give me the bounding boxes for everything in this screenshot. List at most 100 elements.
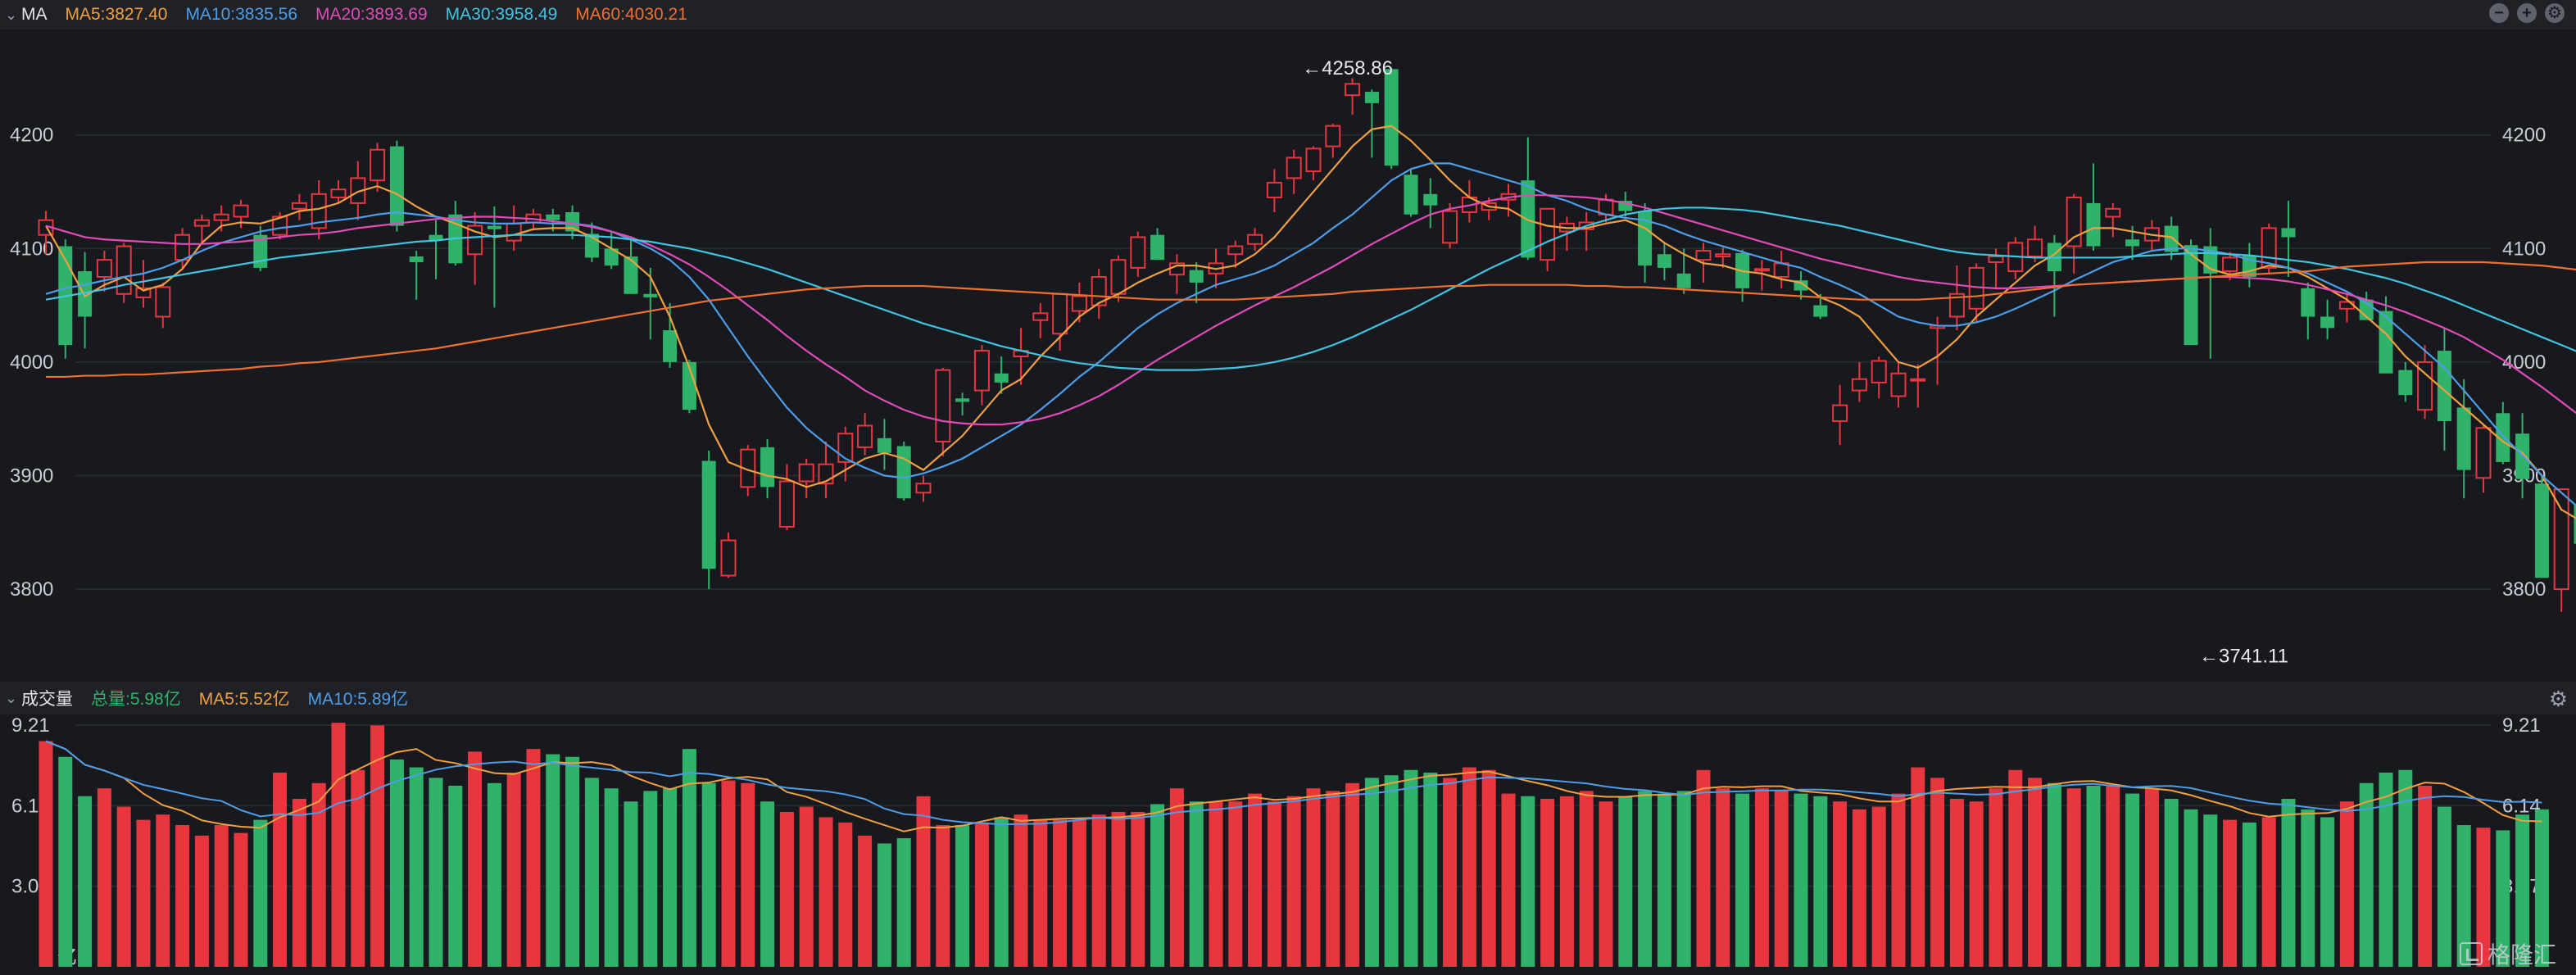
candle-body xyxy=(96,259,112,278)
panel-tools: − + ⚙ xyxy=(2489,3,2565,23)
volume-bar xyxy=(2028,778,2043,967)
candle-body xyxy=(2437,351,2451,421)
candle-body xyxy=(2222,256,2238,273)
candle-body xyxy=(682,361,696,410)
candle-body xyxy=(2553,488,2569,591)
volume-bar xyxy=(1423,772,1438,967)
candle-body xyxy=(2379,311,2393,374)
candle-body xyxy=(546,214,560,220)
candle-body xyxy=(2105,207,2121,218)
candle-body xyxy=(2398,370,2413,396)
candle-body xyxy=(1091,275,1107,306)
volume-bar xyxy=(1326,791,1340,967)
volume-bar xyxy=(1169,788,1184,967)
volume-bar xyxy=(2144,788,2159,967)
volume-legend: 总量:5.98亿 MA5:5.52亿 MA10:5.89亿 xyxy=(91,686,426,710)
candle-body xyxy=(506,222,522,242)
volume-bar xyxy=(1521,796,1535,967)
volume-bar xyxy=(487,782,501,967)
candle-body xyxy=(1540,207,1556,261)
indicator-name[interactable]: MA xyxy=(21,5,48,24)
volume-bar xyxy=(1579,791,1594,967)
candle-body xyxy=(389,146,404,226)
candle-body xyxy=(1521,180,1535,258)
chevron-down-icon[interactable]: ⌄ xyxy=(5,689,18,706)
candle-body xyxy=(624,256,638,294)
volume-bar xyxy=(1969,801,1984,967)
volume-bar xyxy=(370,725,385,967)
gear-icon[interactable]: ⚙ xyxy=(2545,3,2565,23)
candle-body xyxy=(1851,378,1867,392)
volume-bar xyxy=(1228,801,1243,967)
volume-bar xyxy=(1657,793,1671,967)
volume-bar xyxy=(2476,828,2491,967)
volume-bar xyxy=(721,780,736,967)
volume-bar xyxy=(409,767,424,967)
volume-bar xyxy=(1111,812,1126,967)
volume-bar xyxy=(2223,819,2238,967)
volume-bar xyxy=(2437,806,2451,967)
volume-bar xyxy=(1209,801,1223,967)
volume-bar xyxy=(1033,819,1048,967)
volume-bar xyxy=(1930,778,1945,967)
volume-ma-line-10 xyxy=(45,740,2542,826)
volume-bar xyxy=(2047,782,2061,967)
volume-bar xyxy=(331,723,346,967)
volume-bar xyxy=(78,796,93,967)
volume-bar xyxy=(1559,796,1574,967)
volume-bar xyxy=(1462,767,1476,967)
volume-bar xyxy=(273,772,288,967)
volume-bar xyxy=(1774,791,1789,967)
plus-icon[interactable]: + xyxy=(2517,3,2537,23)
ma-legend-item: MA30:3958.49 xyxy=(445,5,558,24)
volume-bar xyxy=(1716,788,1730,967)
volume-bar xyxy=(1599,801,1613,967)
candle-body xyxy=(915,483,932,494)
ma-legend-item: MA20:3893.69 xyxy=(315,5,428,24)
volume-bar xyxy=(1696,769,1711,967)
volume-bar xyxy=(311,782,326,967)
chevron-down-icon[interactable]: ⌄ xyxy=(5,6,18,23)
candle-body xyxy=(1890,372,1907,397)
volume-bar xyxy=(1891,793,1906,967)
volume-bar xyxy=(2125,793,2140,967)
volume-bar xyxy=(1014,814,1028,967)
volume-bar xyxy=(1267,801,1281,967)
candle-body xyxy=(1871,360,1887,383)
volume-bar xyxy=(819,817,833,967)
price-axis-label-left: 4000 xyxy=(10,351,53,374)
candle-body xyxy=(1032,312,1049,321)
candle-body xyxy=(973,350,990,392)
candle-body xyxy=(877,438,891,453)
volume-bar xyxy=(799,806,814,967)
volume-bar xyxy=(1286,796,1301,967)
volume-indicator-name[interactable]: 成交量 xyxy=(21,690,73,709)
volume-bar xyxy=(994,817,1009,967)
volume-bar xyxy=(1540,799,1555,967)
volume-bar xyxy=(2320,817,2335,967)
candle-body xyxy=(1345,83,1361,97)
volume-bar xyxy=(2106,785,2120,967)
candle-body xyxy=(2301,288,2315,317)
candle-body xyxy=(2125,239,2140,247)
candle-body xyxy=(857,424,873,448)
candle-body xyxy=(1988,256,2004,263)
gear-icon[interactable]: ⚙ xyxy=(2548,687,2568,711)
minus-icon[interactable]: − xyxy=(2489,3,2509,23)
candle-body xyxy=(740,448,756,488)
candle-body xyxy=(135,287,152,298)
volume-bar xyxy=(526,749,541,967)
volume-bar xyxy=(2164,799,2179,967)
volume-bar xyxy=(58,756,73,967)
candle-body xyxy=(1695,250,1712,261)
volume-bar xyxy=(1794,793,1808,967)
candle-body xyxy=(955,398,970,402)
volume-bar xyxy=(1989,788,2003,967)
candle-body xyxy=(233,204,249,218)
volume-bar xyxy=(779,812,794,967)
volume-bar xyxy=(643,791,658,967)
candle-body xyxy=(78,271,93,317)
candle-body xyxy=(1189,270,1204,283)
candle-body xyxy=(1110,259,1127,295)
